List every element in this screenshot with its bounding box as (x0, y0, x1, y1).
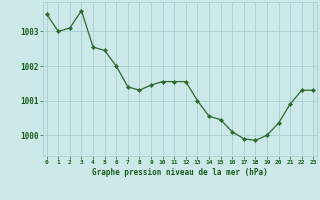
X-axis label: Graphe pression niveau de la mer (hPa): Graphe pression niveau de la mer (hPa) (92, 168, 268, 177)
